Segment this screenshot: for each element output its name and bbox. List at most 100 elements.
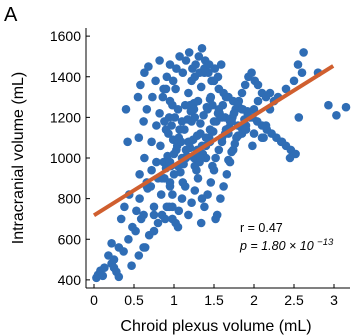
x-tick-label: 0.5 (124, 292, 144, 308)
data-point (147, 165, 156, 175)
data-point (229, 109, 239, 118)
data-point (134, 133, 144, 142)
data-point (165, 60, 175, 69)
data-points (92, 44, 351, 283)
data-point (204, 60, 214, 69)
data-point (206, 178, 216, 187)
data-point (237, 105, 247, 114)
panel-label: A (4, 4, 18, 26)
data-point (173, 222, 183, 232)
data-point (197, 44, 207, 53)
data-point (196, 82, 206, 92)
data-point (139, 243, 148, 252)
x-ticks: 0 0.5 1 1.5 2 2.5 3 (90, 284, 338, 308)
data-point (181, 145, 191, 155)
x-axis-title: Chroid plexus volume (mL) (120, 318, 311, 335)
data-point (171, 84, 180, 94)
data-point (190, 113, 200, 122)
data-point (194, 52, 204, 61)
data-point (183, 115, 192, 124)
data-point (184, 210, 193, 220)
data-point (200, 202, 209, 212)
data-point (208, 100, 217, 110)
x-tick-label: 3 (330, 292, 338, 308)
y-axis-title: Intracranial volume (mL) (10, 72, 27, 245)
data-point (289, 76, 299, 86)
data-point (149, 226, 159, 236)
data-point (139, 210, 148, 220)
data-point (237, 88, 247, 98)
data-point (196, 119, 205, 128)
data-point (222, 170, 232, 179)
data-point (132, 206, 141, 216)
data-point (277, 137, 287, 147)
data-point (173, 105, 183, 114)
data-point (165, 178, 175, 187)
data-point (214, 145, 224, 155)
data-point (205, 125, 215, 134)
data-point (147, 137, 156, 147)
p-value-annotation: p = 1.80 × 10 −13 (239, 237, 334, 253)
data-point (172, 64, 181, 73)
data-point (174, 206, 184, 216)
data-point (184, 88, 193, 98)
y-ticks: 400 600 800 1000 1200 1400 1600 (50, 28, 90, 288)
data-point (133, 92, 143, 102)
data-point (208, 161, 217, 171)
data-point (178, 68, 188, 77)
data-point (253, 96, 263, 106)
y-tick-label: 600 (58, 231, 82, 247)
x-tick-label: 2 (250, 292, 258, 308)
data-point (116, 214, 126, 224)
data-point (240, 80, 250, 90)
data-point (249, 129, 259, 138)
data-point (216, 60, 226, 69)
data-point (191, 60, 200, 69)
data-point (211, 214, 220, 224)
data-point (219, 182, 228, 191)
data-point (192, 131, 202, 140)
data-point (142, 105, 152, 114)
data-point (139, 117, 148, 126)
data-point (192, 165, 201, 175)
data-point (180, 125, 189, 134)
data-point (176, 137, 186, 147)
data-point (109, 263, 119, 273)
data-point (247, 68, 256, 77)
data-point (121, 105, 131, 114)
data-point (224, 155, 233, 165)
data-point (168, 76, 178, 86)
data-point (148, 92, 157, 102)
data-point (114, 272, 124, 282)
data-point (181, 56, 191, 65)
data-point (185, 137, 195, 147)
data-point (134, 251, 144, 260)
data-point (227, 117, 236, 126)
data-point (190, 186, 200, 195)
data-point (98, 271, 108, 281)
data-point (227, 147, 236, 157)
axes: 400 600 800 1000 1200 1400 1600 0 0.5 1 1.5 2 2.5 3 (50, 28, 350, 308)
data-point (135, 194, 144, 203)
data-point (109, 255, 119, 264)
data-point (193, 174, 203, 183)
data-point (168, 190, 177, 199)
data-point (169, 170, 179, 179)
data-point (170, 113, 180, 122)
data-point (180, 182, 190, 191)
p-value-exponent: −13 (317, 237, 334, 248)
data-point (259, 133, 268, 142)
data-point (253, 80, 263, 90)
data-point (216, 194, 225, 203)
data-point (297, 68, 307, 77)
data-point (100, 263, 109, 273)
data-point (265, 88, 275, 98)
data-point (230, 139, 240, 149)
data-point (127, 261, 136, 271)
data-point (155, 56, 164, 65)
data-point (164, 129, 173, 138)
data-point (214, 105, 224, 114)
data-point (160, 117, 169, 126)
data-point (120, 202, 129, 212)
